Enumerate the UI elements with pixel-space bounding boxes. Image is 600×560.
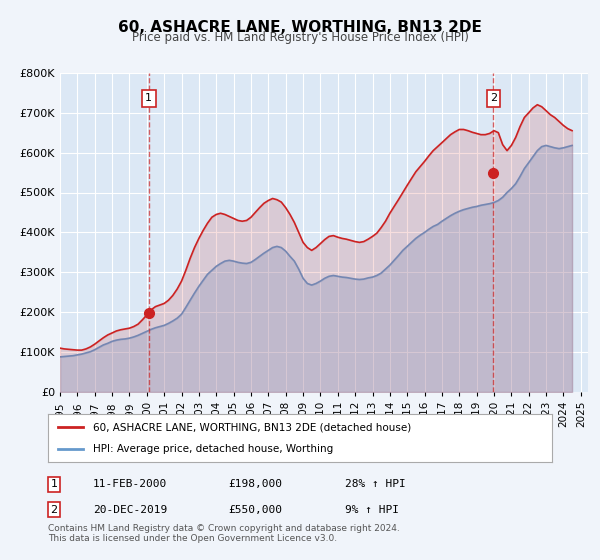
Text: 28% ↑ HPI: 28% ↑ HPI <box>345 479 406 489</box>
Text: 11-FEB-2000: 11-FEB-2000 <box>93 479 167 489</box>
Text: 20-DEC-2019: 20-DEC-2019 <box>93 505 167 515</box>
Text: 1: 1 <box>50 479 58 489</box>
Text: HPI: Average price, detached house, Worthing: HPI: Average price, detached house, Wort… <box>94 444 334 454</box>
Text: 2: 2 <box>490 94 497 104</box>
Text: 60, ASHACRE LANE, WORTHING, BN13 2DE (detached house): 60, ASHACRE LANE, WORTHING, BN13 2DE (de… <box>94 423 412 433</box>
Text: £550,000: £550,000 <box>228 505 282 515</box>
Text: £198,000: £198,000 <box>228 479 282 489</box>
Text: 60, ASHACRE LANE, WORTHING, BN13 2DE: 60, ASHACRE LANE, WORTHING, BN13 2DE <box>118 20 482 35</box>
Text: 9% ↑ HPI: 9% ↑ HPI <box>345 505 399 515</box>
Text: Contains HM Land Registry data © Crown copyright and database right 2024.
This d: Contains HM Land Registry data © Crown c… <box>48 524 400 543</box>
Text: Price paid vs. HM Land Registry's House Price Index (HPI): Price paid vs. HM Land Registry's House … <box>131 31 469 44</box>
Text: 2: 2 <box>50 505 58 515</box>
Text: 1: 1 <box>145 94 152 104</box>
